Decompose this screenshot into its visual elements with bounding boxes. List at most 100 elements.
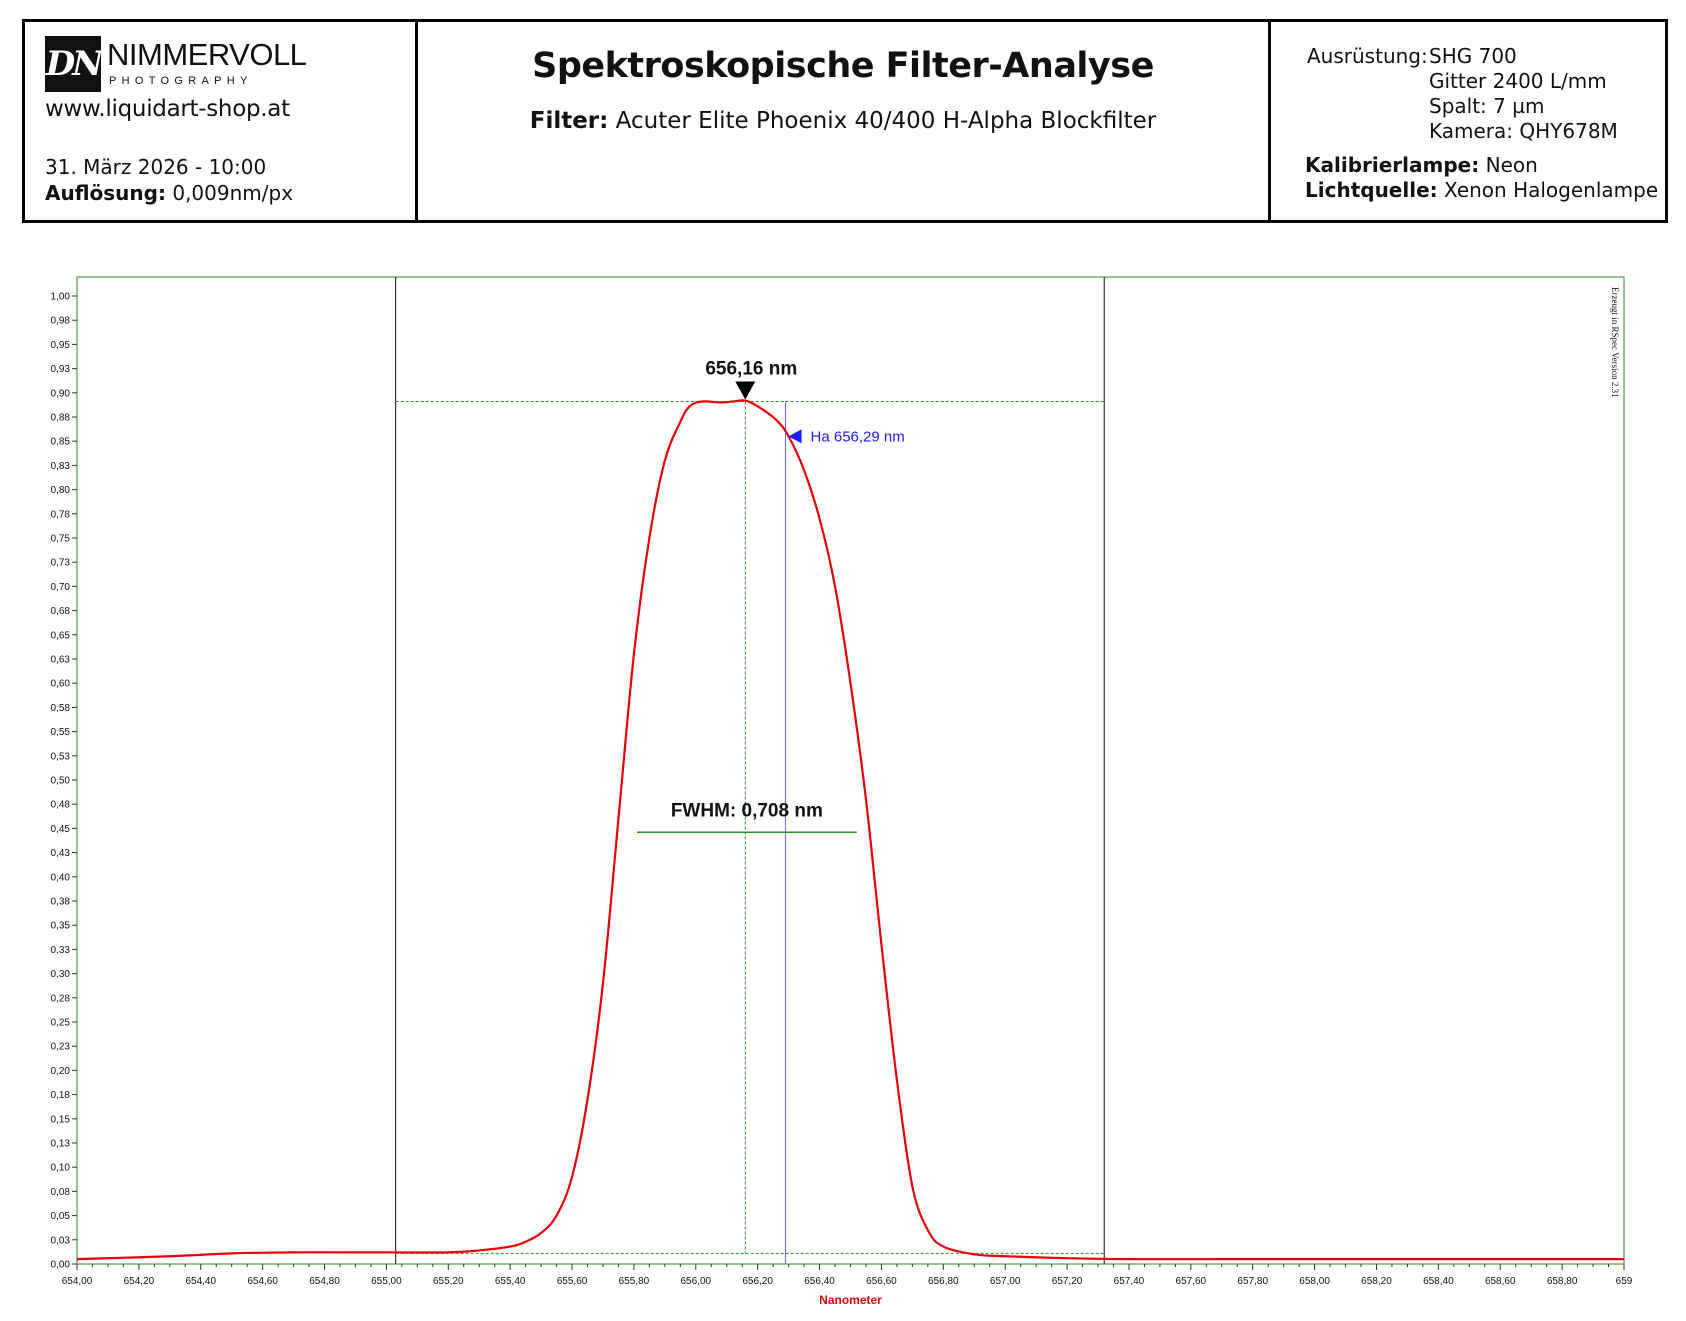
x-tick-label: 658,00 — [1299, 1276, 1330, 1287]
light-label: Lichtquelle: — [1305, 178, 1438, 202]
y-tick-label: 0,93 — [51, 364, 71, 375]
y-tick-label: 0,35 — [51, 921, 71, 932]
x-tick-label: 659 — [1616, 1276, 1633, 1287]
filter-info: Filter: Acuter Elite Phoenix 40/400 H-Al… — [418, 108, 1268, 134]
page-title: Spektroskopische Filter-Analyse — [532, 46, 1154, 86]
y-tick-label: 0,85 — [51, 437, 71, 448]
calibration-lamp: Kalibrierlampe: Neon — [1305, 153, 1538, 177]
plot-frame — [76, 276, 1625, 1265]
x-tick-label: 654,80 — [309, 1276, 340, 1287]
logo-subtitle: PHOTOGRAPHY — [109, 75, 253, 87]
y-tick-label: 0,25 — [51, 1018, 71, 1029]
equipment-line-3: Spalt: 7 µm — [1429, 94, 1545, 118]
peak-label: 656,16 nm — [705, 359, 797, 380]
y-tick-label: 0,98 — [51, 316, 71, 327]
y-tick-label: 0,13 — [51, 1139, 71, 1150]
y-tick-label: 0,00 — [51, 1260, 71, 1271]
fwhm-label: FWHM: 0,708 nm — [671, 800, 823, 821]
x-tick-label: 656,60 — [866, 1276, 897, 1287]
y-tick-label: 0,28 — [51, 993, 71, 1004]
x-tick-label: 655,20 — [433, 1276, 464, 1287]
x-tick-label: 657,20 — [1052, 1276, 1083, 1287]
y-tick-label: 0,68 — [51, 606, 71, 617]
website-link[interactable]: www.liquidart-shop.at — [45, 96, 290, 122]
y-tick-label: 0,48 — [51, 800, 71, 811]
y-tick-label: 0,83 — [51, 461, 71, 472]
y-tick-label: 0,40 — [51, 872, 71, 883]
resolution-info: Auflösung: 0,009nm/px — [45, 181, 293, 205]
y-tick-label: 1,00 — [51, 292, 71, 303]
x-tick-label: 657,40 — [1114, 1276, 1145, 1287]
lamp-value: Neon — [1479, 153, 1538, 177]
report-header: DN NIMMERVOLL PHOTOGRAPHY www.liquidart-… — [22, 19, 1668, 223]
y-tick-label: 0,80 — [51, 485, 71, 496]
x-tick-label: 657,60 — [1176, 1276, 1207, 1287]
x-tick-label: 654,20 — [124, 1276, 155, 1287]
header-right-cell: Ausrüstung: SHG 700 Gitter 2400 L/mm Spa… — [1271, 22, 1665, 220]
y-tick-label: 0,45 — [51, 824, 71, 835]
x-tick-label: 658,80 — [1547, 1276, 1578, 1287]
y-tick-label: 0,90 — [51, 388, 71, 399]
x-tick-label: 655,80 — [619, 1276, 650, 1287]
peak-marker-icon — [735, 381, 756, 400]
y-tick-label: 0,23 — [51, 1042, 71, 1053]
x-tick-label: 655,00 — [371, 1276, 402, 1287]
equipment-line-2: Gitter 2400 L/mm — [1429, 69, 1607, 93]
y-tick-label: 0,60 — [51, 679, 71, 690]
x-axis: 654,00 654,20 654,40 654,60 654,80 655,00 655,… — [62, 1264, 1633, 1287]
x-tick-label: 656,20 — [742, 1276, 773, 1287]
y-tick-label: 0,18 — [51, 1090, 71, 1101]
x-tick-label: 654,00 — [62, 1276, 93, 1287]
ha-label: Ha 656,29 nm — [811, 428, 905, 445]
y-tick-label: 0,03 — [51, 1235, 71, 1246]
x-tick-label: 655,40 — [495, 1276, 526, 1287]
logo-mark: DN — [45, 36, 103, 92]
header-left-cell: DN NIMMERVOLL PHOTOGRAPHY www.liquidart-… — [25, 22, 418, 220]
report-datetime: 31. März 2026 - 10:00 — [45, 155, 267, 179]
y-tick-label: 0,08 — [51, 1187, 71, 1198]
y-tick-label: 0,20 — [51, 1066, 71, 1077]
y-tick-label: 0,95 — [51, 340, 71, 351]
y-tick-label: 0,05 — [51, 1211, 71, 1222]
x-tick-label: 656,80 — [928, 1276, 959, 1287]
y-tick-label: 0,70 — [51, 582, 71, 593]
ha-marker-icon — [788, 429, 802, 444]
x-tick-label: 658,20 — [1361, 1276, 1392, 1287]
annotations: 656,16 nm Ha 656,29 nm FWHM: 0,708 nm Erzeu… — [671, 287, 1620, 821]
brand-logo: DN NIMMERVOLL PHOTOGRAPHY — [45, 36, 307, 96]
y-tick-label: 0,30 — [51, 969, 71, 980]
y-tick-label: 0,33 — [51, 945, 71, 956]
lamp-label: Kalibrierlampe: — [1305, 153, 1480, 177]
transmission-curve — [76, 399, 1624, 1261]
y-tick-label: 0,43 — [51, 848, 71, 859]
light-source: Lichtquelle: Xenon Halogenlampe — [1305, 178, 1658, 202]
y-axis: 0,00 0,03 0,05 0,08 0,10 0,13 0,15 0,18 0,20 0,23… — [51, 292, 77, 1271]
equipment-label: Ausrüstung: — [1307, 44, 1428, 68]
logo-name: NIMMERVOLL — [107, 37, 307, 72]
y-tick-label: 0,10 — [51, 1163, 71, 1174]
header-center-cell: Spektroskopische Filter-Analyse Filter: … — [418, 22, 1271, 220]
x-tick-label: 658,60 — [1485, 1276, 1516, 1287]
x-tick-label: 654,60 — [247, 1276, 278, 1287]
x-tick-label: 657,00 — [990, 1276, 1021, 1287]
y-tick-label: 0,88 — [51, 413, 71, 424]
y-tick-label: 0,75 — [51, 534, 71, 545]
y-tick-label: 0,58 — [51, 703, 71, 714]
light-value: Xenon Halogenlampe — [1437, 178, 1659, 202]
y-tick-label: 0,63 — [51, 655, 71, 666]
y-tick-label: 0,78 — [51, 509, 71, 520]
x-tick-label: 656,00 — [681, 1276, 712, 1287]
software-note: Erzeugt in RSpec Version 2.31 — [1610, 287, 1620, 398]
x-tick-label: 658,40 — [1423, 1276, 1454, 1287]
equipment-line-4: Kamera: QHY678M — [1429, 119, 1618, 143]
filter-value: Acuter Elite Phoenix 40/400 H-Alpha Bloc… — [608, 108, 1157, 134]
y-tick-label: 0,55 — [51, 727, 71, 738]
resolution-value: 0,009nm/px — [165, 181, 294, 205]
x-axis-label: Nanometer — [819, 1293, 882, 1307]
x-tick-label: 654,40 — [185, 1276, 216, 1287]
y-tick-label: 0,53 — [51, 751, 71, 762]
y-tick-label: 0,65 — [51, 630, 71, 641]
equipment-line-1: SHG 700 — [1429, 44, 1517, 68]
x-tick-label: 657,80 — [1237, 1276, 1268, 1287]
